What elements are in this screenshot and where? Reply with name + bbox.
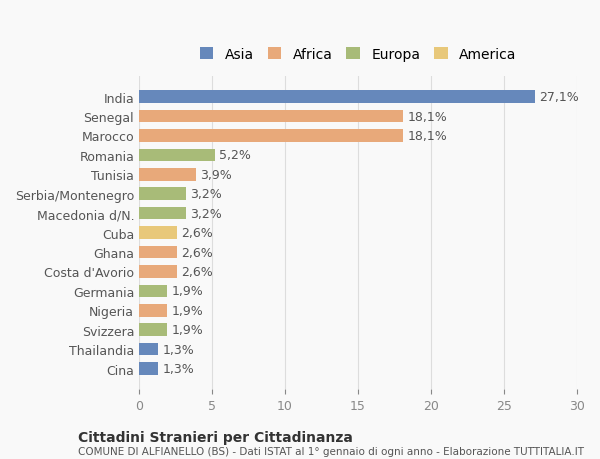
- Text: 1,9%: 1,9%: [171, 304, 203, 317]
- Bar: [139, 130, 403, 142]
- Text: 3,9%: 3,9%: [200, 168, 232, 181]
- Bar: [139, 246, 177, 259]
- Text: 3,2%: 3,2%: [190, 207, 222, 220]
- Bar: [139, 304, 167, 317]
- Text: 18,1%: 18,1%: [408, 130, 448, 143]
- Text: 1,9%: 1,9%: [171, 285, 203, 298]
- Text: 18,1%: 18,1%: [408, 110, 448, 123]
- Bar: [139, 207, 186, 220]
- Bar: [139, 363, 158, 375]
- Legend: Asia, Africa, Europa, America: Asia, Africa, Europa, America: [196, 43, 521, 66]
- Text: 3,2%: 3,2%: [190, 188, 222, 201]
- Bar: [139, 111, 403, 123]
- Bar: [139, 266, 177, 278]
- Bar: [139, 227, 177, 240]
- Text: Cittadini Stranieri per Cittadinanza: Cittadini Stranieri per Cittadinanza: [78, 430, 353, 444]
- Text: 1,3%: 1,3%: [163, 362, 194, 375]
- Bar: [139, 168, 196, 181]
- Bar: [139, 91, 535, 104]
- Bar: [139, 149, 215, 162]
- Text: 5,2%: 5,2%: [220, 149, 251, 162]
- Bar: [139, 285, 167, 297]
- Bar: [139, 343, 158, 356]
- Text: COMUNE DI ALFIANELLO (BS) - Dati ISTAT al 1° gennaio di ogni anno - Elaborazione: COMUNE DI ALFIANELLO (BS) - Dati ISTAT a…: [78, 447, 584, 456]
- Bar: [139, 188, 186, 201]
- Text: 27,1%: 27,1%: [539, 91, 579, 104]
- Text: 2,6%: 2,6%: [181, 227, 213, 240]
- Text: 1,9%: 1,9%: [171, 324, 203, 336]
- Bar: [139, 324, 167, 336]
- Text: 2,6%: 2,6%: [181, 265, 213, 278]
- Text: 2,6%: 2,6%: [181, 246, 213, 259]
- Text: 1,3%: 1,3%: [163, 343, 194, 356]
